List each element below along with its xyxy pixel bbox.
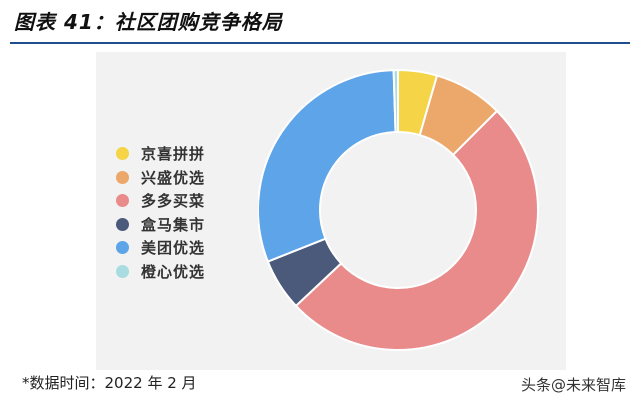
legend-label: 兴盛优选	[141, 168, 206, 187]
legend-item: 盒马集市	[116, 213, 205, 237]
donut-chart	[258, 68, 539, 351]
legend-label: 多多买菜	[141, 192, 206, 211]
legend-swatch	[116, 194, 129, 208]
chart-title: 图表 41：社区团购竞争格局	[14, 10, 283, 34]
legend-swatch	[116, 147, 129, 161]
legend-swatch	[116, 170, 129, 184]
legend-item: 多多买菜	[116, 189, 205, 213]
legend-item: 京喜拼拼	[116, 142, 205, 166]
legend-label: 京喜拼拼	[141, 145, 206, 164]
legend-swatch	[116, 264, 129, 278]
legend-item: 橙心优选	[116, 260, 205, 284]
donut-slice	[392, 68, 399, 134]
title-divider	[10, 42, 630, 44]
legend-swatch	[116, 217, 129, 231]
legend-label: 盒马集市	[141, 215, 206, 234]
legend-item: 美团优选	[116, 236, 205, 260]
donut-slice	[258, 69, 397, 263]
data-date-footnote: *数据时间：2022 年 2 月	[22, 374, 197, 392]
chart-legend: 京喜拼拼兴盛优选多多买菜盒马集市美团优选橙心优选	[116, 142, 205, 283]
legend-label: 橙心优选	[141, 262, 206, 281]
legend-label: 美团优选	[141, 239, 206, 258]
donut-slice	[294, 109, 539, 351]
legend-swatch	[116, 241, 129, 255]
source-watermark: 头条@未来智库	[520, 376, 626, 394]
legend-item: 兴盛优选	[116, 166, 205, 190]
